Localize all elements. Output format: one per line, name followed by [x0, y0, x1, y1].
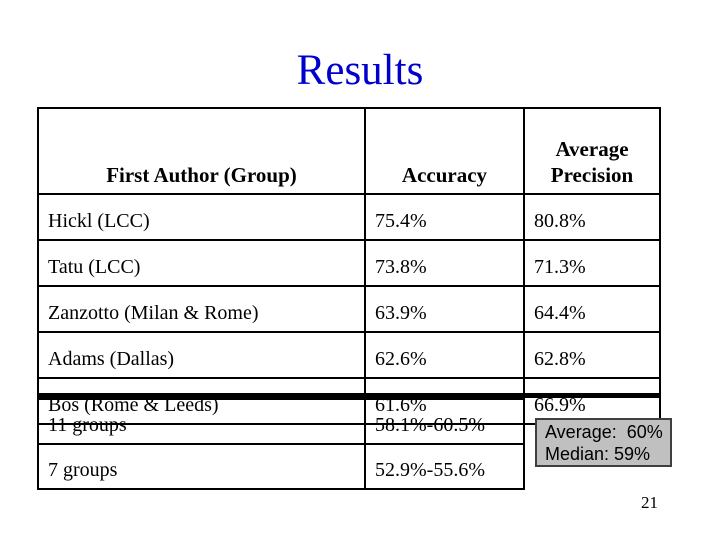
accuracy-cell: 62.6% — [364, 331, 525, 379]
col-header-accuracy: Accuracy — [364, 107, 525, 195]
accuracy-cell: 63.9% — [364, 285, 525, 333]
author-cell: 7 groups — [37, 443, 366, 490]
accuracy-cell: 73.8% — [364, 239, 525, 287]
author-cell: Tatu (LCC) — [37, 239, 366, 287]
accuracy-cell: 58.1%-60.5% — [364, 398, 525, 445]
accuracy-cell: 75.4% — [364, 193, 525, 241]
summary-callout: Average: 60% Median: 59% — [535, 418, 672, 467]
author-cell: 11 groups — [37, 398, 366, 445]
callout-average-line: Average: 60% — [545, 422, 663, 442]
results-table: First Author (Group) Accuracy Average Pr… — [37, 107, 661, 425]
slide-title: Results — [296, 47, 424, 94]
page-number: 21 — [641, 493, 658, 512]
author-cell: Adams (Dallas) — [37, 331, 366, 379]
avg-precision-cell: 71.3% — [523, 239, 661, 287]
col-header-avg-precision: Average Precision — [523, 107, 661, 195]
avg-precision-cell: 80.8% — [523, 193, 661, 241]
table-header-row: First Author (Group) Accuracy Average Pr… — [37, 107, 661, 195]
table-row: Hickl (LCC) 75.4% 80.8% — [37, 193, 661, 241]
author-cell: Zanzotto (Milan & Rome) — [37, 285, 366, 333]
avg-precision-cell: 64.4% — [523, 285, 661, 333]
col-header-author: First Author (Group) — [37, 107, 366, 195]
accuracy-cell: 52.9%-55.6% — [364, 443, 525, 490]
summary-table: 11 groups 58.1%-60.5% 7 groups 52.9%-55.… — [37, 398, 525, 490]
callout-median-line: Median: 59% — [545, 444, 651, 464]
author-cell: Hickl (LCC) — [37, 193, 366, 241]
summary-row: 11 groups 58.1%-60.5% — [37, 398, 525, 445]
summary-row: 7 groups 52.9%-55.6% — [37, 443, 525, 490]
avg-precision-cell: 62.8% — [523, 331, 661, 379]
table-row: Tatu (LCC) 73.8% 71.3% — [37, 239, 661, 287]
table-row: Adams (Dallas) 62.6% 62.8% — [37, 331, 661, 379]
table-row: Zanzotto (Milan & Rome) 63.9% 64.4% — [37, 285, 661, 333]
thick-divider — [37, 393, 659, 398]
